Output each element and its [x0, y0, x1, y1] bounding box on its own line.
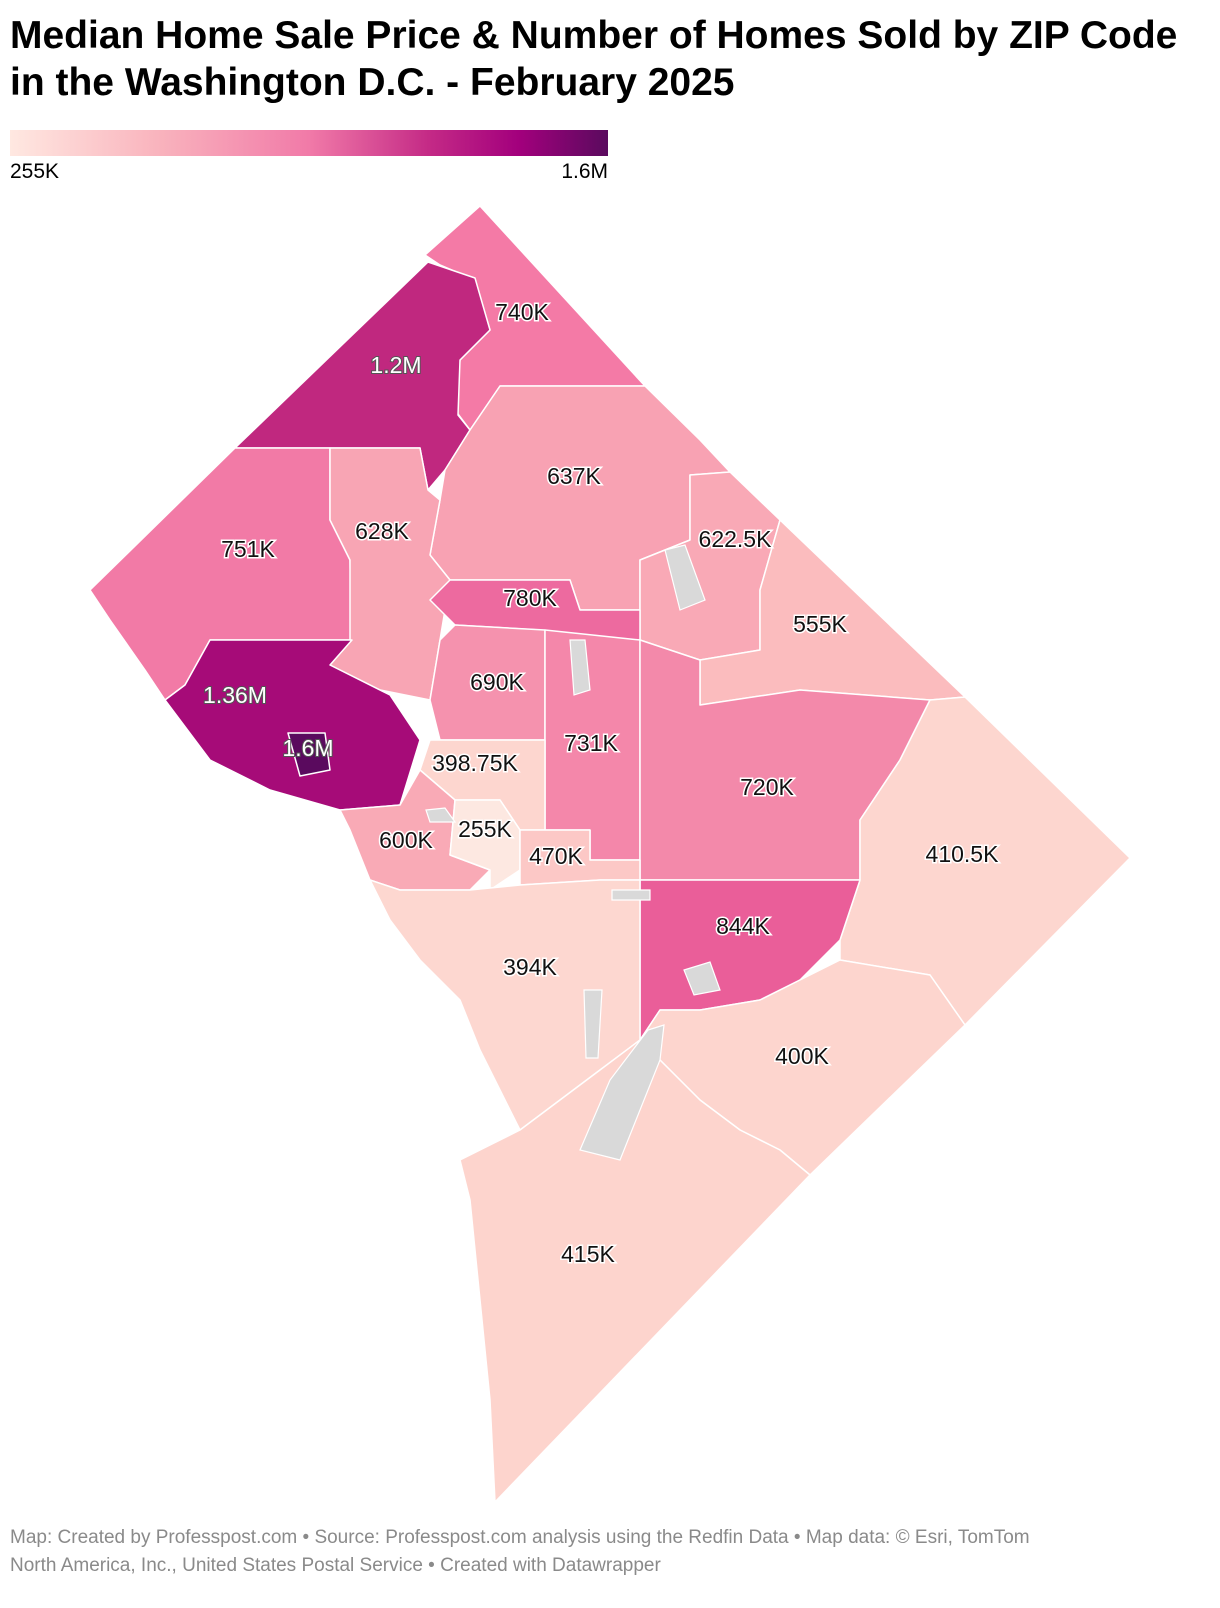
label-center: 690K	[470, 669, 524, 695]
footer-line-2: North America, Inc., United States Posta…	[10, 1555, 661, 1576]
label-north-east: 622.5K	[699, 526, 773, 552]
label-foggy: 600K	[379, 827, 433, 853]
label-cleveland: 628K	[355, 518, 409, 544]
label-southwest: 394K	[503, 954, 557, 980]
label-dupont: 398.75K	[432, 750, 518, 776]
label-capitol-hill: 844K	[716, 913, 770, 939]
legend-gradient-bar	[10, 130, 608, 156]
no-data-area	[683, 961, 721, 996]
no-data-area	[583, 989, 603, 1059]
label-georgetown: 1.6M	[282, 735, 333, 761]
region-georgetown[interactable]	[287, 732, 331, 777]
label-chevy-chase: 1.2M	[370, 352, 421, 378]
no-data-area	[579, 1024, 665, 1161]
label-nw-top: 740K	[495, 299, 549, 325]
legend-min-label: 255K	[10, 160, 60, 183]
color-legend: 255K 1.6M	[10, 130, 608, 186]
dc-zip-map: 740K 1.2M 751K 637K 628K 622.5K 555K 780…	[89, 205, 1131, 1503]
label-south: 415K	[561, 1241, 615, 1267]
label-georgetown-west: 1.36M	[203, 682, 267, 708]
map-title: Median Home Sale Price & Number of Homes…	[10, 14, 1178, 104]
label-columbia: 780K	[503, 585, 557, 611]
label-anacostia: 400K	[775, 1043, 829, 1069]
no-data-area	[664, 544, 706, 611]
map-footer: Map: Created by Professpost.com • Source…	[10, 1524, 1210, 1580]
label-penn: 470K	[529, 843, 583, 869]
legend-labels: 255K 1.6M	[10, 160, 608, 186]
no-data-area	[611, 889, 651, 901]
label-northeast: 720K	[740, 774, 794, 800]
no-data-area	[569, 639, 591, 696]
label-east: 410.5K	[926, 841, 1000, 867]
no-data-area	[425, 807, 457, 823]
footer-line-1: Map: Created by Professpost.com • Source…	[10, 1527, 1030, 1548]
label-downtown: 255K	[458, 816, 512, 842]
region-downtown[interactable]	[449, 799, 521, 891]
legend-max-label: 1.6M	[561, 160, 608, 183]
label-center-north: 637K	[547, 463, 601, 489]
label-shaw: 731K	[564, 730, 618, 756]
label-west: 751K	[221, 536, 275, 562]
label-ne-edge: 555K	[793, 611, 847, 637]
